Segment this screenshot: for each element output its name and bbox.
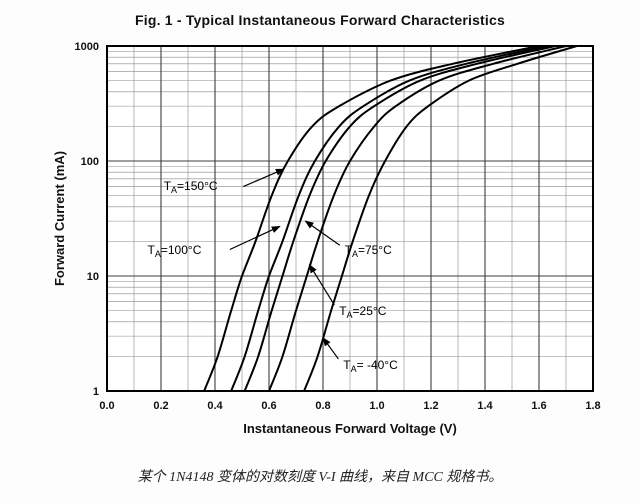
annotation-label: TA= -40°C xyxy=(343,358,398,374)
curve-TA-100C xyxy=(230,45,548,392)
y-tick-label: 100 xyxy=(81,156,99,168)
annotation-arrow xyxy=(322,337,339,360)
y-tick-label: 1000 xyxy=(75,41,99,53)
x-tick-label: 0.2 xyxy=(153,400,168,412)
y-tick-label: 1 xyxy=(93,386,99,398)
y-axis-title: Forward Current (mA) xyxy=(52,151,67,286)
vi-characteristics-chart: 0.0 0.2 0.4 0.6 0.8 1.0 1.2 1.4 1.6 1.8 1 10 100 1000… xyxy=(52,41,601,436)
annotation-label: TA=25°C xyxy=(339,304,387,320)
x-axis-title: Instantaneous Forward Voltage (V) xyxy=(243,421,457,436)
curve-TA-25C xyxy=(268,45,567,392)
chart-title: Fig. 1 - Typical Instantaneous Forward C… xyxy=(135,12,505,28)
grid-major xyxy=(107,46,593,391)
annotation-arrow xyxy=(229,225,281,251)
x-tick-label: 0.4 xyxy=(207,400,223,412)
annotation-label: TA=100°C xyxy=(148,243,202,259)
annotation-label: TA=75°C xyxy=(345,243,393,259)
y-tick-label: 10 xyxy=(87,271,99,283)
figure-caption: 某个 1N4148 变体的对数刻度 V-I 曲线，来自 MCC 规格书。 xyxy=(137,470,503,485)
x-tick-label: 0.6 xyxy=(261,400,276,412)
x-tick-labels: 0.0 0.2 0.4 0.6 0.8 1.0 1.2 1.4 1.6 1.8 xyxy=(99,400,600,412)
x-tick-label: 0.8 xyxy=(315,400,330,412)
curve-TA-40C xyxy=(303,45,578,392)
curve-annotations: TA=150°C TA=100°C TA=75°C TA=25°C TA= -40°C xyxy=(148,168,398,374)
x-tick-label: 0.0 xyxy=(99,400,114,412)
x-tick-label: 1.2 xyxy=(423,400,438,412)
annotation-arrow xyxy=(308,264,335,306)
x-tick-label: 1.0 xyxy=(369,400,384,412)
annotation-label: TA=150°C xyxy=(164,179,218,195)
annotation-arrow xyxy=(243,168,285,188)
x-tick-label: 1.6 xyxy=(531,400,546,412)
grid-minor xyxy=(107,46,593,391)
y-tick-labels: 1 10 100 1000 xyxy=(75,41,99,398)
annotation-arrow xyxy=(304,220,341,246)
plot-frame xyxy=(106,45,594,392)
curve-TA-75C xyxy=(243,45,556,392)
x-tick-label: 1.4 xyxy=(477,400,493,412)
x-tick-label: 1.8 xyxy=(585,400,600,412)
